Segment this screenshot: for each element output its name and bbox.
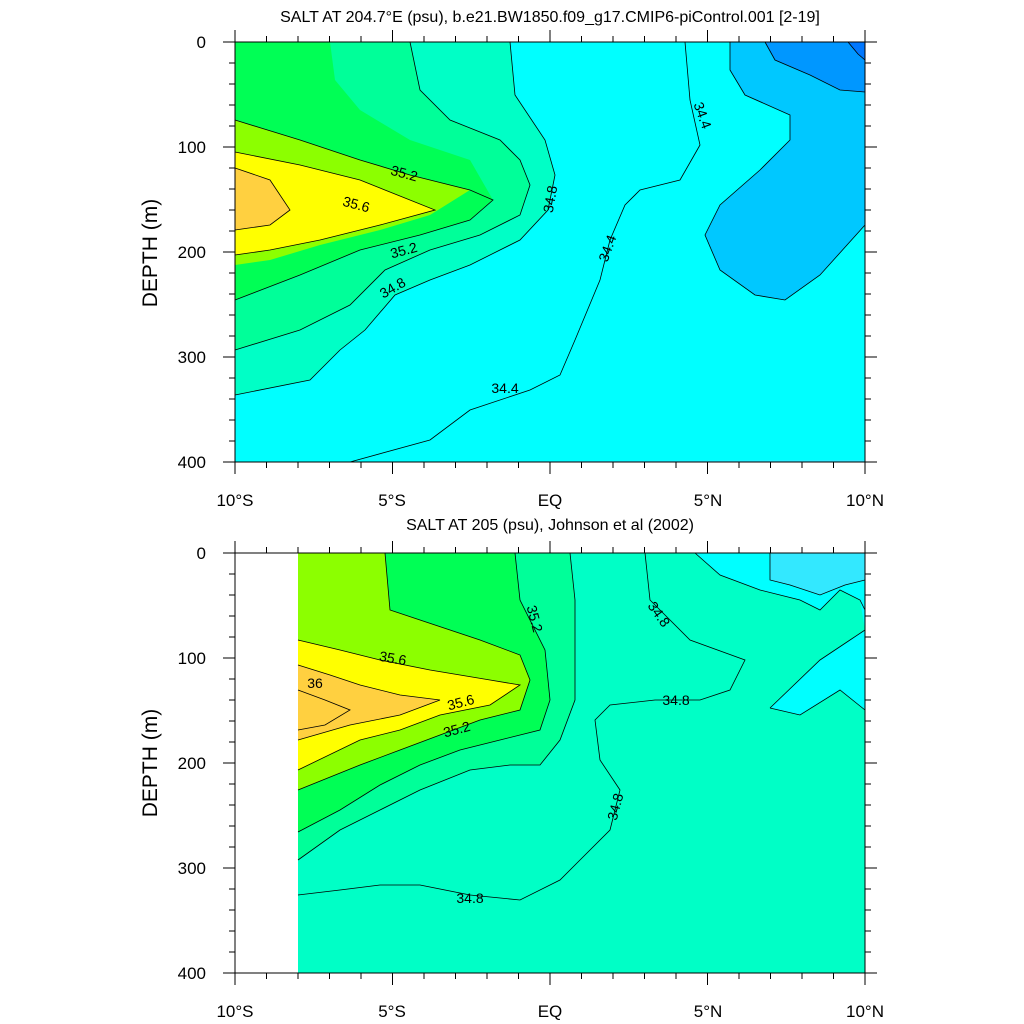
panel-2-ytick-0: 0 — [197, 544, 206, 563]
panel-1-isoline-34.8 — [234, 41, 556, 396]
panel-1-xtick-10S: 10°S — [216, 491, 253, 510]
panel-1-region-35.6 — [235, 152, 435, 255]
panel-1-region-35.8 — [235, 168, 290, 230]
panel-2-ticks — [223, 541, 877, 985]
panel-2-clabel-1: 35.6 — [378, 648, 408, 669]
panel-1-clabel-2: 35.6 — [341, 193, 372, 216]
panel-2-clabel-9: 34.8 — [456, 890, 483, 906]
panel-2-isoline-34.6-a — [694, 552, 866, 611]
panel-1-clabel-7: 34.4 — [491, 380, 518, 396]
panel-2-clabel-7: 34.8 — [662, 692, 689, 708]
panel-2-ytick-300: 300 — [178, 859, 206, 878]
panel-2-isoline-35.4 — [297, 552, 531, 791]
panel-1-isoline-35.4 — [234, 151, 437, 256]
panel-1-xtick-5N: 5°N — [694, 491, 723, 510]
panel-2-xtick-10N: 10°N — [846, 1002, 884, 1021]
panel-2-isoline-34.4 — [769, 553, 866, 596]
panel-1-contour-lines — [234, 41, 866, 463]
panel-2: SALT AT 205 (psu), Johnson et al (2002) … — [139, 517, 884, 1021]
panel-2-clabel-3: 35.6 — [445, 691, 476, 714]
panel-2-clabel-8: 34.8 — [604, 791, 627, 822]
panel-2-isoline-34.6-b — [769, 689, 866, 716]
panel-2-region-35.8 — [298, 665, 440, 740]
panel-1-ytick-100: 100 — [178, 138, 206, 157]
panel-2-isoline-35.0 — [297, 552, 576, 861]
panel-1-contour-labels: 35.2 35.6 35.2 34.8 34.8 34.4 34.4 34.4 — [341, 100, 715, 396]
panel-1-ytick-0: 0 — [197, 33, 206, 52]
panel-1-xtick-5S: 5°S — [378, 491, 406, 510]
panel-1-title: SALT AT 204.7°E (psu), b.e21.BW1850.f09_… — [280, 9, 820, 26]
panel-1-clabel-3: 35.2 — [388, 239, 419, 262]
panel-2-isoline-34.6-c — [769, 629, 866, 709]
panel-1-isoline-35.2 — [234, 119, 494, 301]
panel-2-contour-fill — [298, 553, 865, 973]
panel-2-region-34.4 — [770, 553, 865, 595]
panel-2-ylabel: DEPTH (m) — [139, 709, 162, 818]
panel-1-region-34.6 — [235, 42, 865, 462]
panel-2-xtick-10S: 10°S — [216, 1002, 253, 1021]
panel-2-ytick-400: 400 — [178, 964, 206, 983]
panel-2-contour-lines — [297, 552, 866, 901]
panel-1-ylabel: DEPTH (m) — [139, 199, 162, 308]
panel-1-clabel-1: 35.2 — [389, 162, 420, 185]
panel-2-isoline-34.8 — [297, 552, 746, 901]
panel-1-isoline-34.2 — [764, 41, 866, 93]
panel-2-isoline-36.0 — [297, 689, 351, 731]
panel-2-xtick-5N: 5°N — [694, 1002, 723, 1021]
panel-1-clabel-5: 34.8 — [540, 184, 561, 214]
panel-2-isoline-35.6 — [297, 639, 522, 771]
panel-2-region-36.0 — [298, 690, 350, 730]
panel-1-ytick-400: 400 — [178, 453, 206, 472]
panel-1-ytick-200: 200 — [178, 243, 206, 262]
panel-2-ytick-100: 100 — [178, 649, 206, 668]
panel-2-title: SALT AT 205 (psu), Johnson et al (2002) — [406, 517, 694, 534]
panel-1-isoline-34.4-left — [349, 41, 701, 463]
panel-1-ticks — [223, 30, 877, 474]
panel-2-ytick-200: 200 — [178, 754, 206, 773]
panel-2-xtick-5S: 5°S — [378, 1002, 406, 1021]
panel-1-xtick-10N: 10°N — [846, 491, 884, 510]
panel-1-isoline-34.4-right — [704, 42, 866, 301]
panel-1-region-34.2 — [705, 42, 865, 300]
panel-1-ytick-300: 300 — [178, 348, 206, 367]
panel-1-isoline-35.6 — [234, 167, 291, 231]
panel-2-xtick-EQ: EQ — [538, 1002, 563, 1021]
panel-2-isoline-35.2 — [297, 552, 551, 833]
panel-2-clabel-2: 36 — [307, 675, 323, 691]
panel-1-isoline-34.0 — [847, 41, 866, 61]
panel-1-region-34.0 — [765, 42, 865, 92]
panel-2-clabel-4: 35.2 — [441, 718, 472, 741]
panel-2-isoline-35.8 — [297, 664, 441, 741]
panel-1-contour-fill — [235, 42, 865, 462]
panel-1-xtick-EQ: EQ — [538, 491, 563, 510]
panel-1: SALT AT 204.7°E (psu), b.e21.BW1850.f09_… — [139, 9, 884, 510]
panel-1-isoline-35.0 — [234, 41, 531, 351]
panel-2-clabel-5: 35.2 — [524, 603, 547, 634]
